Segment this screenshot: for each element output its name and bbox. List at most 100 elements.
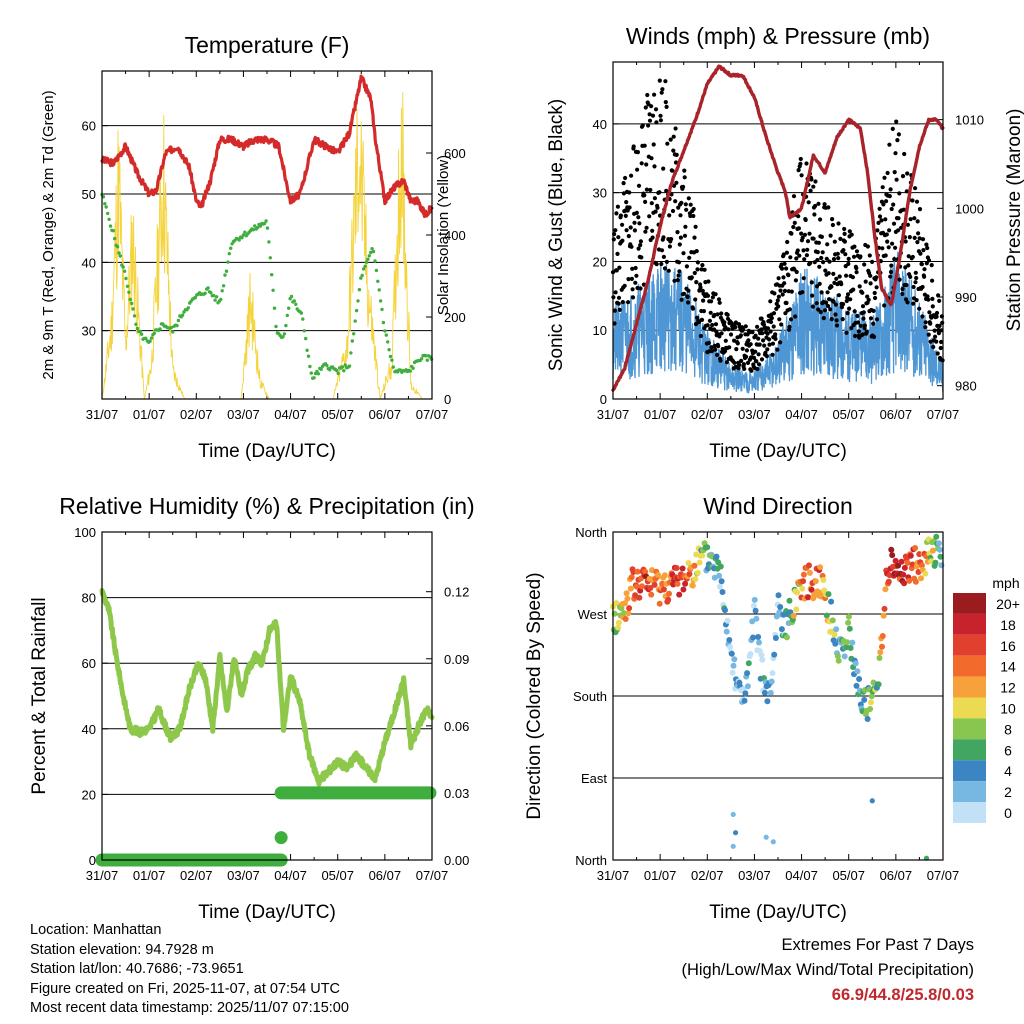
gust-point <box>691 206 696 212</box>
gust-point <box>903 239 908 244</box>
direction-point <box>869 798 875 804</box>
dewpoint-point <box>319 367 323 371</box>
gust-point <box>623 213 628 218</box>
gust-point <box>691 213 696 219</box>
gust-point <box>776 294 782 299</box>
gust-point <box>630 266 635 271</box>
gust-point <box>888 274 893 279</box>
direction-point <box>845 619 852 626</box>
gust-point <box>897 191 902 196</box>
gust-point <box>839 282 844 287</box>
gust-point <box>926 297 931 302</box>
direction-point <box>820 577 827 583</box>
gust-point <box>639 161 644 166</box>
gust-point <box>861 310 866 315</box>
x-tick-label: 31/07 <box>86 868 119 883</box>
dewpoint-point <box>281 335 285 339</box>
gust-point <box>663 100 668 105</box>
gust-point <box>937 323 942 328</box>
y-tick-label: 60 <box>82 119 96 134</box>
gust-point <box>871 308 876 313</box>
gust-point <box>734 347 739 352</box>
y-tick-label: South <box>573 689 607 704</box>
gust-point <box>891 202 896 207</box>
gust-point <box>620 300 625 305</box>
direction-point <box>732 830 739 836</box>
gust-point <box>862 323 868 328</box>
x-axis-label: Time (Day/UTC) <box>198 441 336 462</box>
gust-point <box>811 184 816 189</box>
x-tick-label: 07/07 <box>416 407 449 422</box>
gust-point <box>768 299 773 304</box>
x-tick-label: 01/07 <box>644 868 677 883</box>
gust-point <box>679 200 684 205</box>
dewpoint-point <box>223 273 227 277</box>
direction-point <box>659 580 666 587</box>
gust-point <box>626 277 631 282</box>
colorbar-label: 16 <box>1000 638 1016 654</box>
direction-point <box>808 586 815 593</box>
direction-point <box>829 617 836 624</box>
gust-point <box>620 222 625 227</box>
colorbar-label: 0 <box>1004 805 1012 821</box>
gust-point <box>675 278 681 283</box>
gust-point <box>809 177 814 182</box>
direction-point <box>718 578 725 585</box>
gust-point <box>649 104 654 109</box>
dewpoint-point <box>135 326 140 331</box>
direction-point <box>751 596 758 603</box>
gust-point <box>789 231 794 236</box>
direction-point <box>868 699 874 706</box>
gust-point <box>836 256 841 261</box>
direction-point <box>680 586 687 593</box>
gust-point <box>781 252 786 257</box>
gust-point <box>841 302 846 307</box>
chart-panel-3: 0 20 40 60 80 100 0.00 0.03 0.06 0.09 0.12 31/07 01/… <box>29 493 475 923</box>
gust-point <box>912 216 917 221</box>
gust-point <box>635 167 640 172</box>
direction-point <box>901 564 908 571</box>
gust-point <box>926 332 931 337</box>
dewpoint-point <box>316 372 321 376</box>
direction-point <box>729 669 736 676</box>
dewpoint-point <box>169 325 173 330</box>
gust-point <box>897 277 902 282</box>
gust-point <box>915 240 920 245</box>
sonic-wind-line <box>612 251 944 394</box>
direction-point <box>800 571 807 578</box>
gust-point <box>676 273 681 278</box>
gust-point <box>652 196 658 201</box>
direction-point <box>901 580 908 587</box>
gust-point <box>627 205 632 210</box>
direction-point <box>778 626 785 633</box>
gust-point <box>692 235 697 240</box>
gust-point <box>726 327 731 332</box>
x-tick-label: 01/07 <box>133 868 166 883</box>
gust-point <box>842 239 848 244</box>
gust-point <box>935 351 940 356</box>
gust-point <box>852 309 857 314</box>
gust-point <box>640 123 645 128</box>
gust-point <box>820 250 825 255</box>
gust-point <box>877 206 882 211</box>
dewpoint-point <box>384 333 388 337</box>
dewpoint-point <box>149 336 154 340</box>
gust-point <box>744 348 750 353</box>
gust-point <box>822 202 827 207</box>
gust-point <box>923 320 928 325</box>
gust-point <box>768 329 773 334</box>
gust-point <box>847 229 852 234</box>
gust-point <box>884 199 889 204</box>
gust-point <box>787 324 792 330</box>
direction-point <box>929 547 936 554</box>
gust-point <box>614 268 619 273</box>
gust-point <box>788 317 794 322</box>
plot-frame <box>612 531 944 861</box>
direction-point <box>724 617 731 624</box>
gust-point <box>797 253 802 258</box>
y-tick-label: 60 <box>82 656 96 671</box>
dewpoint-point <box>292 299 296 303</box>
dewpoint-point <box>376 279 380 283</box>
y-right-tick-label: 400 <box>444 228 466 243</box>
colorbar-swatch <box>953 655 986 677</box>
